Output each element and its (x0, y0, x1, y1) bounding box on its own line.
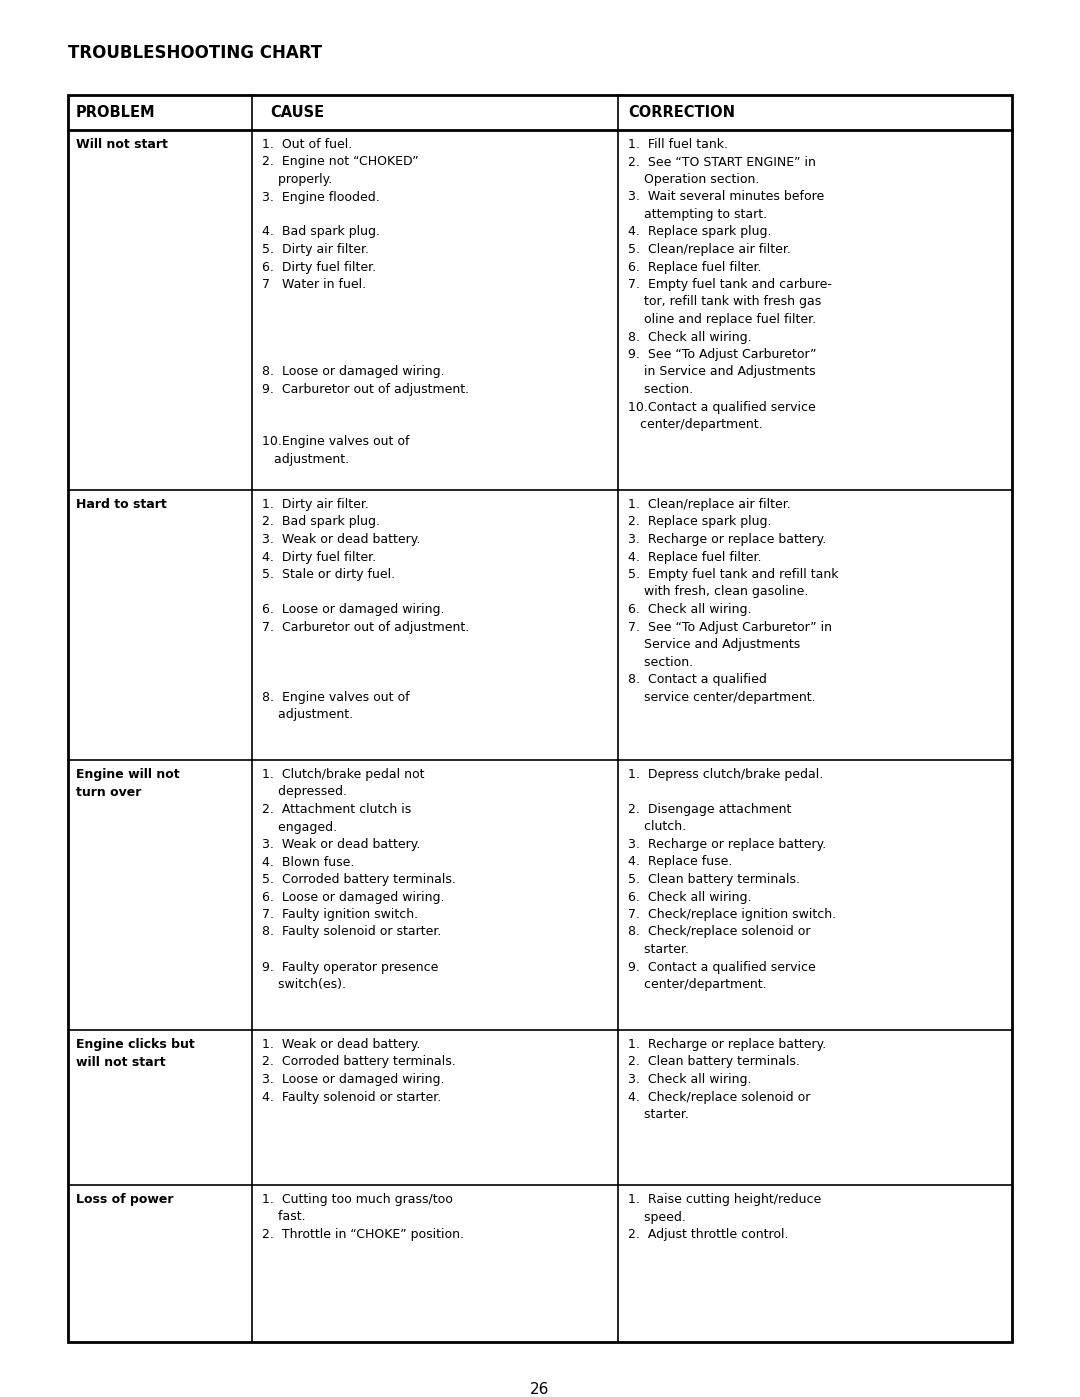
Text: 1.  Fill fuel tank.
2.  See “TO START ENGINE” in
    Operation section.
3.  Wait: 1. Fill fuel tank. 2. See “TO START ENGI… (627, 138, 832, 432)
Text: 1.  Out of fuel.
2.  Engine not “CHOKED”
    properly.
3.  Engine flooded.

4.  : 1. Out of fuel. 2. Engine not “CHOKED” p… (262, 138, 469, 467)
Text: 1.  Dirty air filter.
2.  Bad spark plug.
3.  Weak or dead battery.
4.  Dirty fu: 1. Dirty air filter. 2. Bad spark plug. … (262, 497, 469, 721)
Text: 1.  Depress clutch/brake pedal.

2.  Disengage attachment
    clutch.
3.  Rechar: 1. Depress clutch/brake pedal. 2. Diseng… (627, 768, 836, 990)
Text: TROUBLESHOOTING CHART: TROUBLESHOOTING CHART (68, 43, 322, 61)
Text: Will not start: Will not start (76, 138, 167, 151)
Text: CORRECTION: CORRECTION (627, 105, 735, 120)
Text: Engine clicks but
will not start: Engine clicks but will not start (76, 1038, 194, 1069)
Text: 1.  Clean/replace air filter.
2.  Replace spark plug.
3.  Recharge or replace ba: 1. Clean/replace air filter. 2. Replace … (627, 497, 838, 704)
Text: CAUSE: CAUSE (270, 105, 324, 120)
Text: Hard to start: Hard to start (76, 497, 166, 511)
Text: 1.  Weak or dead battery.
2.  Corroded battery terminals.
3.  Loose or damaged w: 1. Weak or dead battery. 2. Corroded bat… (262, 1038, 456, 1104)
Text: 1.  Clutch/brake pedal not
    depressed.
2.  Attachment clutch is
    engaged.
: 1. Clutch/brake pedal not depressed. 2. … (262, 768, 456, 990)
Text: 1.  Raise cutting height/reduce
    speed.
2.  Adjust throttle control.: 1. Raise cutting height/reduce speed. 2.… (627, 1193, 821, 1241)
Text: PROBLEM: PROBLEM (76, 105, 156, 120)
Bar (68, 95, 1012, 1343)
Text: Engine will not
turn over: Engine will not turn over (76, 768, 179, 799)
Text: 1.  Recharge or replace battery.
2.  Clean battery terminals.
3.  Check all wiri: 1. Recharge or replace battery. 2. Clean… (627, 1038, 826, 1120)
Text: Loss of power: Loss of power (76, 1193, 174, 1206)
Text: 26: 26 (530, 1382, 550, 1397)
Text: 1.  Cutting too much grass/too
    fast.
2.  Throttle in “CHOKE” position.: 1. Cutting too much grass/too fast. 2. T… (262, 1193, 464, 1241)
